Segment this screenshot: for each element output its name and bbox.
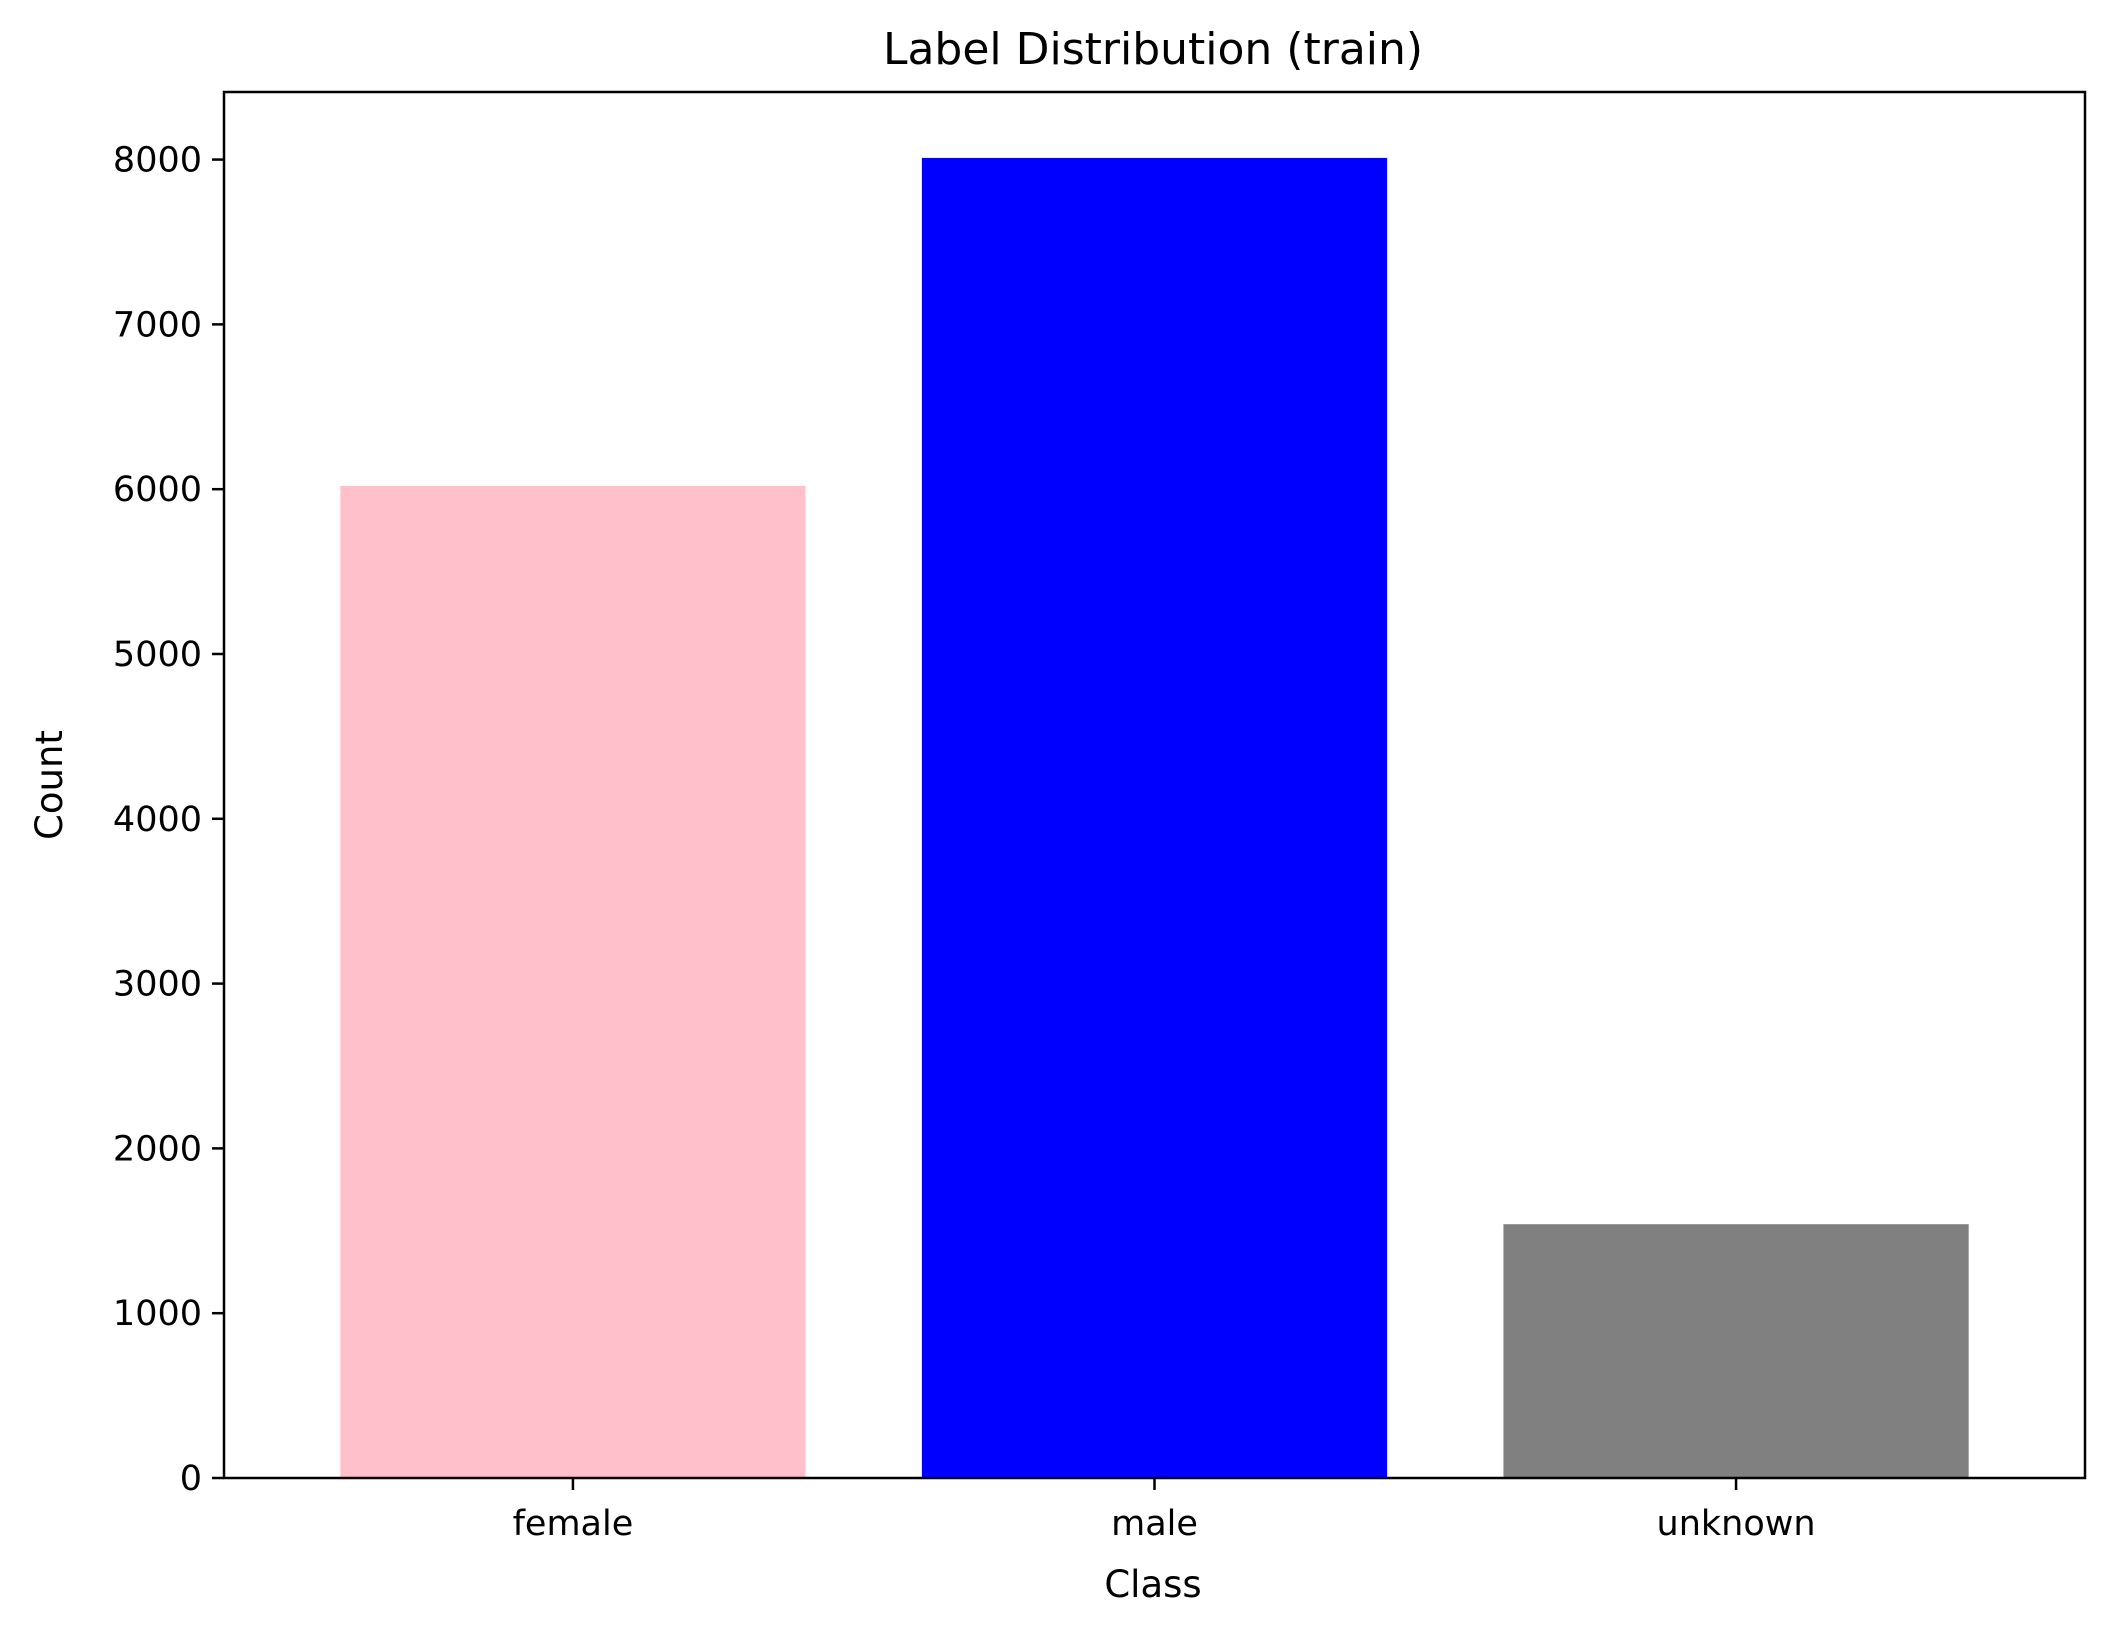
y-tick-label-3000: 3000 bbox=[113, 965, 202, 1005]
plot-frame bbox=[222, 90, 2087, 1480]
y-tick-label-8000: 8000 bbox=[113, 141, 202, 181]
y-tick-label-0: 0 bbox=[180, 1459, 202, 1499]
bars-group bbox=[340, 157, 1969, 1479]
y-axis-label: Count bbox=[28, 730, 71, 840]
y-axis-ticks: 0 1000 2000 3000 4000 5000 6000 7000 8000 bbox=[113, 141, 224, 1499]
y-tick-label-7000: 7000 bbox=[113, 305, 202, 345]
chart-title: Label Distribution (train) bbox=[883, 24, 1423, 75]
x-tick-label-unknown: unknown bbox=[1657, 1504, 1816, 1544]
y-tick-label-6000: 6000 bbox=[113, 470, 202, 510]
y-tick-label-4000: 4000 bbox=[113, 800, 202, 840]
x-tick-label-male: male bbox=[1111, 1504, 1198, 1544]
y-tick-label-2000: 2000 bbox=[113, 1129, 202, 1169]
bar-female bbox=[340, 485, 806, 1478]
y-tick-label-5000: 5000 bbox=[113, 635, 202, 675]
bar-male bbox=[921, 157, 1388, 1479]
x-tick-label-female: female bbox=[513, 1504, 634, 1544]
y-tick-label-1000: 1000 bbox=[113, 1294, 202, 1334]
x-axis-ticks: female male unknown bbox=[513, 1478, 1816, 1544]
x-axis-label: Class bbox=[1104, 1563, 1201, 1606]
bar-unknown bbox=[1503, 1224, 1969, 1478]
